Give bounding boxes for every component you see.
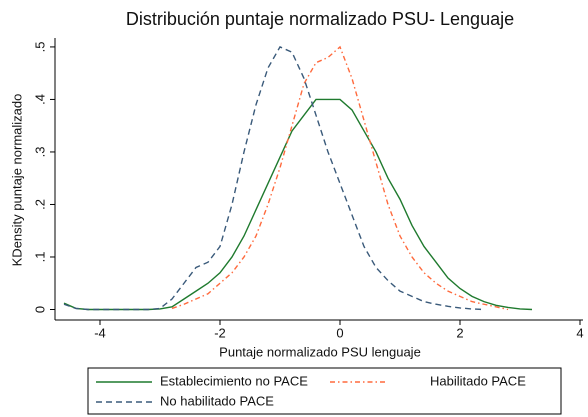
legend-box xyxy=(87,367,562,415)
x-tick-label: -4 xyxy=(94,325,106,340)
legend-label: Habilitado PACE xyxy=(430,373,526,388)
y-tick-label: .1 xyxy=(32,252,47,263)
x-tick-label: -2 xyxy=(214,325,226,340)
x-tick-label: 0 xyxy=(336,325,343,340)
x-tick-label: 4 xyxy=(576,325,583,340)
y-tick-label: .5 xyxy=(32,42,47,53)
density-line xyxy=(171,45,509,311)
y-tick-label: .4 xyxy=(32,94,47,105)
legend-label: Establecimiento no PACE xyxy=(160,373,308,388)
y-axis-label: KDensity puntaje normalizado xyxy=(9,94,24,267)
y-tick-label: .3 xyxy=(32,147,47,158)
y-tick-label: .2 xyxy=(32,199,47,210)
y-tick-label: 0 xyxy=(32,306,47,313)
x-axis-label: Puntaje normalizado PSU lenguaje xyxy=(219,344,421,359)
chart-title: Distribución puntaje normalizado PSU- Le… xyxy=(126,9,514,29)
x-tick-label: 2 xyxy=(456,325,463,340)
legend-label: No habilitado PACE xyxy=(160,393,274,408)
density-line xyxy=(63,46,485,311)
density-line xyxy=(63,98,533,311)
